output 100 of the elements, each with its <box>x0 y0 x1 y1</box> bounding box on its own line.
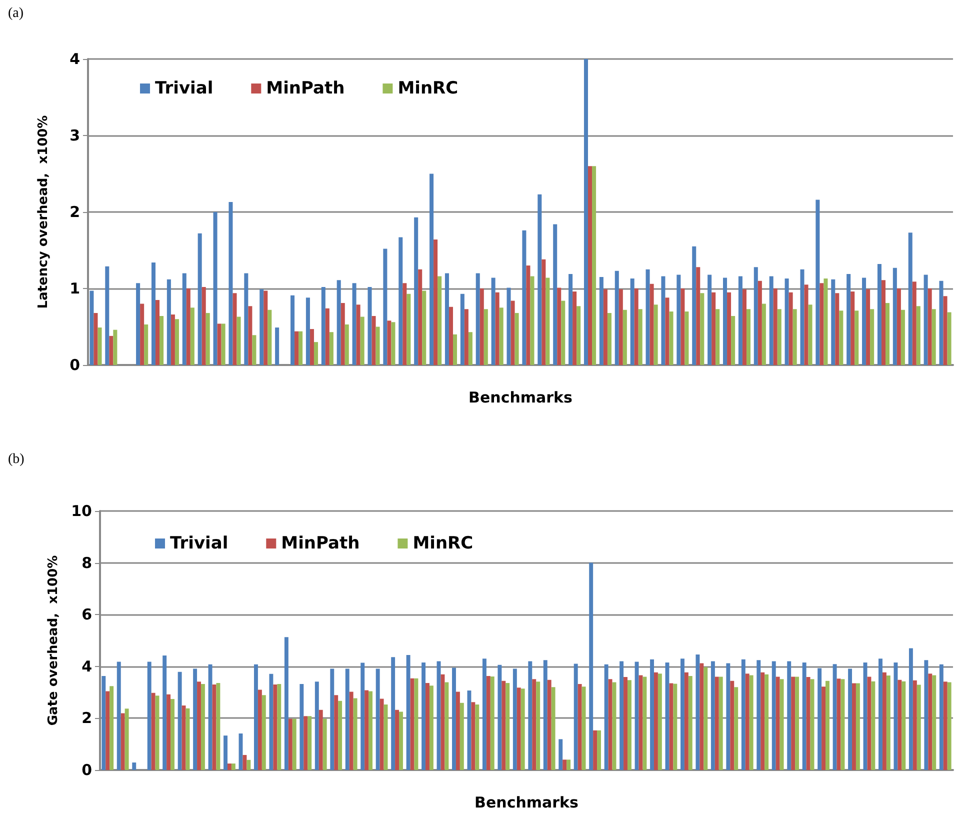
bar <box>502 680 506 770</box>
bar <box>418 269 422 365</box>
y-axis-title: Latency overhead, x100% <box>36 115 51 309</box>
bar <box>460 702 464 770</box>
bar <box>460 294 464 365</box>
bar <box>846 274 851 365</box>
bar <box>300 684 304 770</box>
bar <box>780 679 784 770</box>
bar <box>528 661 532 770</box>
bar <box>543 660 548 770</box>
bar <box>246 760 251 770</box>
bar <box>345 668 350 770</box>
y-tick-label: 0 <box>70 356 80 374</box>
text: (b) <box>8 452 24 468</box>
y-tick-label: 3 <box>70 126 80 144</box>
bar <box>516 688 521 770</box>
bar <box>745 674 750 770</box>
bar <box>932 309 936 365</box>
bar <box>290 295 295 365</box>
bar <box>464 309 468 365</box>
legend-label: Trivial <box>170 534 228 554</box>
bar <box>592 166 596 365</box>
bar <box>262 695 266 770</box>
bar <box>848 668 852 770</box>
bar <box>434 240 438 365</box>
bar <box>756 660 761 770</box>
bar <box>292 718 296 770</box>
bar <box>856 683 860 770</box>
bar <box>561 300 566 365</box>
text: (a) <box>8 6 24 22</box>
bar <box>896 288 901 365</box>
bar <box>304 716 308 770</box>
bar <box>429 686 434 770</box>
bar <box>634 662 639 770</box>
bar <box>826 680 830 770</box>
bar <box>224 736 228 770</box>
bar <box>538 194 542 365</box>
bar <box>110 686 114 770</box>
bar <box>484 309 488 365</box>
bar <box>391 322 396 365</box>
bar <box>306 298 310 365</box>
bar <box>206 312 210 365</box>
bar <box>816 200 820 365</box>
bar <box>676 274 681 365</box>
bar <box>588 166 592 365</box>
bar <box>669 311 674 365</box>
bar <box>372 316 376 365</box>
bar <box>762 304 766 365</box>
bar <box>506 288 511 365</box>
bar <box>244 273 248 365</box>
bar <box>186 288 190 365</box>
bar <box>562 760 567 770</box>
bar <box>852 683 856 770</box>
bar <box>258 690 262 770</box>
bar <box>499 308 504 365</box>
bar <box>603 289 608 365</box>
legend-label: MinRC <box>412 534 474 554</box>
bar <box>284 637 288 770</box>
bar <box>468 332 472 365</box>
bar <box>776 676 780 770</box>
legend-label: MinRC <box>398 78 458 98</box>
bar <box>894 662 898 770</box>
bar <box>491 278 496 365</box>
bar <box>716 309 720 365</box>
bar <box>495 292 500 365</box>
bar <box>746 309 750 365</box>
bar <box>98 328 102 365</box>
bar <box>430 174 434 365</box>
bar <box>221 324 226 365</box>
bar <box>574 664 578 770</box>
bar <box>939 664 944 770</box>
bar <box>471 702 476 770</box>
bar <box>871 681 876 770</box>
bar <box>260 289 264 365</box>
bar <box>831 279 836 365</box>
bar <box>498 664 502 770</box>
bar <box>599 277 604 365</box>
bar <box>769 276 774 365</box>
bar <box>646 269 650 365</box>
bar <box>273 684 278 770</box>
bar <box>727 292 732 365</box>
y-tick-label: 8 <box>82 554 92 572</box>
bar <box>902 681 906 770</box>
bar <box>318 710 323 770</box>
bar <box>198 233 202 365</box>
bar <box>190 308 194 365</box>
bar <box>854 310 859 365</box>
bar <box>650 659 654 770</box>
bar <box>151 692 156 770</box>
bar <box>526 266 530 365</box>
bar <box>608 679 612 770</box>
bar <box>758 280 762 365</box>
bar <box>704 667 708 770</box>
bar <box>710 661 715 770</box>
bar <box>760 672 765 770</box>
bar <box>597 730 601 770</box>
bar <box>568 274 573 365</box>
bar <box>939 280 944 365</box>
bar <box>325 308 330 365</box>
bar <box>475 704 480 770</box>
